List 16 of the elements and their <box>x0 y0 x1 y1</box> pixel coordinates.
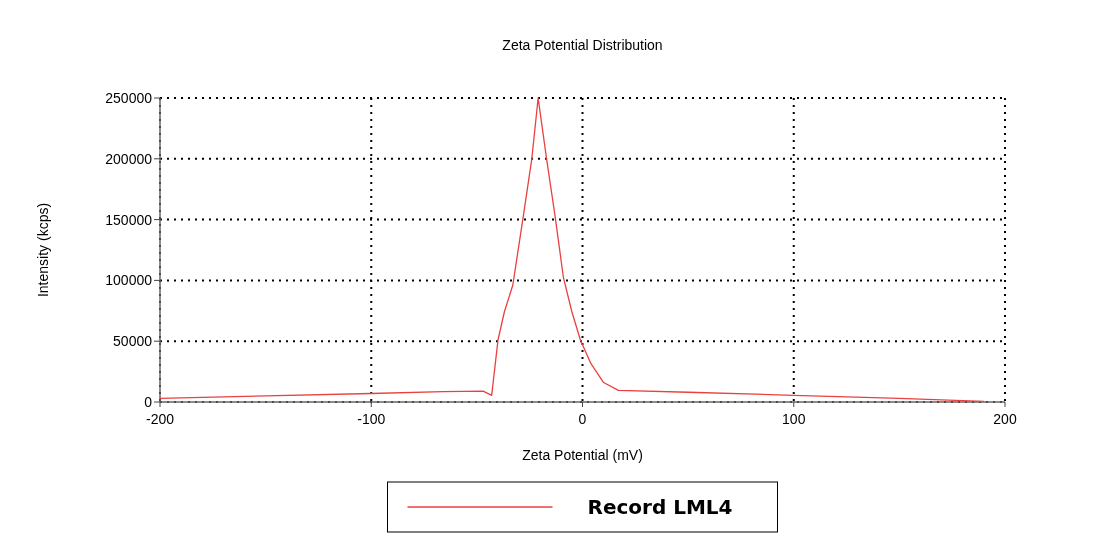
x-axis-title: Zeta Potential (mV) <box>522 447 643 463</box>
y-tick-label: 0 <box>144 393 153 410</box>
x-tick-label: 200 <box>993 411 1017 427</box>
x-tick-label: -200 <box>145 411 175 427</box>
y-tick-label: 250000 <box>105 89 153 106</box>
y-tick-label: 100000 <box>105 272 153 289</box>
y-tick-label: 200000 <box>105 150 153 167</box>
text: Record LML4 <box>587 495 733 519</box>
y-axis-title: Intensity (kcps) <box>35 202 51 298</box>
chart-title: Zeta Potential Distribution <box>502 37 663 53</box>
x-tick-label: 0 <box>578 411 587 427</box>
x-tick-label: 100 <box>782 411 806 427</box>
y-tick-label: 50000 <box>113 333 153 350</box>
y-tick-label: 150000 <box>105 211 153 228</box>
line-series <box>159 97 985 403</box>
x-tick-label: -100 <box>357 411 386 427</box>
